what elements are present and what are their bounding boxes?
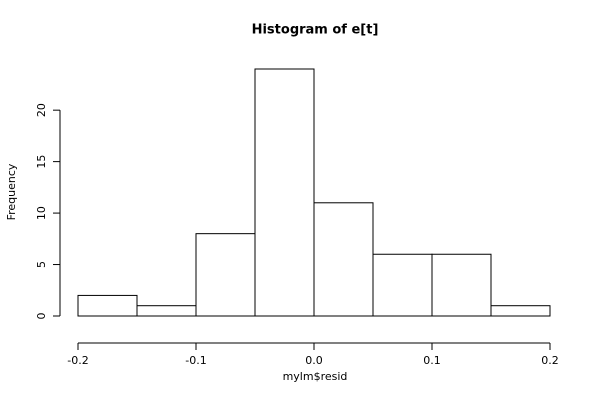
y-tick-label: 0 <box>35 313 48 320</box>
bar <box>313 202 374 317</box>
bar <box>77 294 138 317</box>
y-tick-label: 5 <box>35 261 48 268</box>
y-tick-label: 15 <box>35 155 48 169</box>
bar <box>195 233 256 317</box>
bar <box>136 305 197 317</box>
x-tick-label: 0.2 <box>541 354 559 367</box>
y-axis-label: Frequency <box>5 163 18 220</box>
bar <box>372 253 433 317</box>
y-tick-label: 10 <box>35 206 48 220</box>
y-tick-label: 20 <box>35 103 48 117</box>
x-tick-label: 0.0 <box>305 354 323 367</box>
x-tick-label: 0.1 <box>423 354 441 367</box>
x-axis-label: mylm$resid <box>283 370 348 383</box>
bar <box>431 253 492 317</box>
chart-title: Histogram of e[t] <box>252 23 379 38</box>
bar <box>490 305 551 317</box>
bar <box>254 68 315 317</box>
x-tick-label: -0.1 <box>185 354 206 367</box>
x-tick-label: -0.2 <box>67 354 88 367</box>
